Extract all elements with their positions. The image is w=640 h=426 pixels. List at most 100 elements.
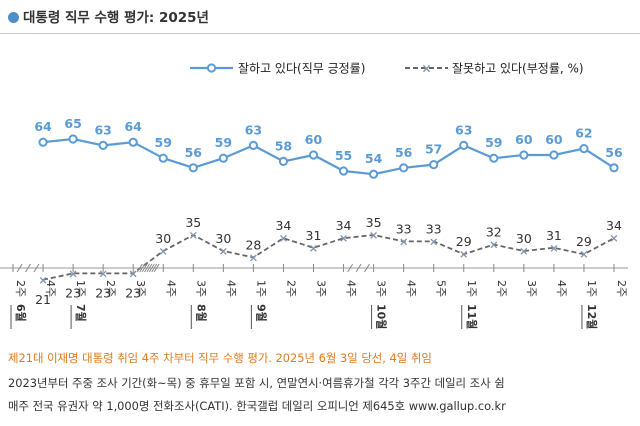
positive-value-label: 59: [215, 135, 232, 150]
axis-break-mark: [33, 263, 40, 273]
negative-value-label: 32: [486, 225, 502, 240]
x-month-label: 7월: [74, 304, 88, 322]
positive-value-label: 60: [545, 132, 563, 147]
axis-break-mark: [347, 263, 354, 273]
positive-point: [68, 134, 78, 144]
negative-value-label: 30: [516, 231, 532, 246]
legend-positive-marker: [206, 63, 217, 73]
x-tick-label: 4주: [224, 280, 237, 297]
x-tick-label: 4주: [555, 280, 568, 297]
positive-point: [609, 163, 619, 173]
negative-value-label: 28: [245, 237, 261, 252]
chart-title-text: 대통령 직무 수행 평가: 2025년: [23, 10, 209, 26]
negative-value-label: 35: [185, 215, 201, 230]
positive-point: [429, 160, 439, 170]
positive-point: [218, 153, 228, 163]
positive-value-label: 56: [605, 145, 623, 160]
x-tick-label: 4주: [44, 280, 57, 297]
positive-point: [338, 166, 349, 176]
negative-point: ×: [609, 231, 619, 245]
x-tick-label: 4주: [345, 280, 358, 297]
negative-point: ×: [68, 266, 78, 280]
negative-value-label: 35: [366, 215, 382, 230]
x-month-label: 8월: [194, 304, 208, 322]
negative-value-label: 31: [306, 228, 322, 243]
negative-point: ×: [219, 244, 229, 258]
positive-point: [278, 156, 289, 166]
axis-break-mark: [25, 263, 31, 273]
positive-point: [489, 153, 499, 163]
x-tick-label: 4주: [405, 280, 418, 297]
axis-break-mark: [148, 263, 155, 273]
positive-value-label: 60: [305, 132, 323, 147]
x-tick-label: 4주: [164, 280, 177, 297]
positive-value-label: 63: [455, 122, 472, 137]
negative-point: ×: [98, 266, 108, 280]
x-tick-label: 1주: [465, 280, 478, 297]
positive-value-label: 56: [185, 145, 203, 160]
positive-point: [308, 150, 319, 160]
positive-value-label: 54: [365, 151, 383, 166]
negative-point: ×: [128, 266, 138, 280]
positive-value-label: 64: [124, 119, 142, 134]
negative-point: ×: [158, 244, 168, 258]
x-tick-label: 1주: [74, 280, 87, 297]
positive-point: [158, 153, 168, 163]
title-divider: [0, 33, 640, 34]
x-month-label: 9월: [254, 304, 268, 322]
footer-note-2: 2023년부터 주중 조사 기간(화~목) 중 휴무일 포함 시, 연말연시·여…: [8, 376, 505, 390]
x-tick-label: 3주: [315, 280, 328, 297]
negative-point: ×: [489, 238, 499, 252]
x-tick-label: 3주: [375, 280, 388, 297]
x-tick-label: 5주: [435, 280, 448, 297]
x-month-label: 10월: [375, 304, 389, 329]
axis-break-mark: [16, 263, 23, 273]
negative-value-label: 34: [606, 218, 622, 233]
negative-point: ×: [279, 231, 289, 245]
negative-value-label: 29: [456, 234, 472, 249]
negative-value-label: 34: [275, 218, 291, 233]
positive-value-label: 57: [425, 142, 442, 157]
negative-point: ×: [399, 234, 409, 248]
positive-value-label: 63: [245, 122, 262, 137]
negative-value-label: 31: [546, 228, 562, 243]
x-tick-label: 3주: [194, 280, 207, 297]
positive-value-label: 56: [395, 145, 413, 160]
positive-value-label: 62: [575, 126, 592, 141]
axis-break-mark: [151, 263, 158, 273]
legend-positive-label: 잘하고 있다(직무 긍정률): [238, 62, 365, 76]
negative-point: ×: [519, 244, 529, 258]
x-tick-label: 2주: [615, 280, 628, 297]
positive-value-label: 59: [155, 135, 172, 150]
positive-point: [369, 169, 379, 179]
negative-point: ×: [549, 241, 559, 255]
footer-note-1: 제21대 이재명 대통령 취임 4주 차부터 직무 수행 평가. 2025년 6…: [8, 351, 432, 365]
positive-point: [98, 140, 108, 150]
negative-value-label: 33: [396, 221, 412, 236]
axis-break-mark: [364, 263, 370, 273]
negative-value-label: 33: [426, 221, 442, 236]
positive-value-label: 59: [485, 135, 502, 150]
positive-value-label: 60: [515, 132, 533, 147]
axis-break-mark: [141, 263, 148, 273]
x-tick-label: 3주: [134, 280, 147, 297]
legend-negative-label: 잘못하고 있다(부정률, %): [452, 62, 584, 76]
axis-break-mark: [153, 263, 160, 273]
bullet-dot-icon: [8, 12, 19, 23]
x-month-label: 11월: [465, 304, 479, 329]
positive-value-label: 64: [34, 119, 52, 134]
positive-point: [549, 150, 559, 160]
x-tick-label: 2주: [104, 280, 117, 297]
negative-value-label: 23: [65, 285, 81, 300]
negative-point: ×: [459, 247, 469, 261]
axis-break-mark: [355, 263, 362, 273]
negative-point: ×: [369, 228, 379, 242]
footer-note-3: 매주 전국 유권자 약 1,000명 전화조사(CATI). 한국갤럽 데일리 …: [8, 399, 506, 413]
negative-point: ×: [38, 273, 48, 287]
x-tick-label: 1주: [585, 280, 598, 297]
approval-line-chart: 잘하고 있다(직무 긍정률) × 잘못하고 있다(부정률, %) 64 65 63 64 59…: [0, 62, 628, 329]
negative-value-label: 30: [215, 231, 231, 246]
negative-point: ×: [579, 247, 589, 261]
positive-point: [248, 140, 258, 150]
negative-point: ×: [429, 234, 439, 248]
